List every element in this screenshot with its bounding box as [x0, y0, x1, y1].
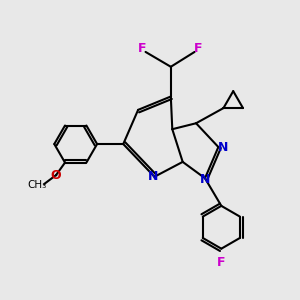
Text: F: F [194, 42, 203, 56]
Text: N: N [148, 170, 158, 183]
Text: O: O [51, 169, 62, 182]
Text: N: N [218, 140, 228, 154]
Text: F: F [217, 256, 226, 268]
Text: CH₃: CH₃ [27, 181, 46, 190]
Text: N: N [200, 173, 210, 186]
Text: F: F [138, 42, 146, 56]
